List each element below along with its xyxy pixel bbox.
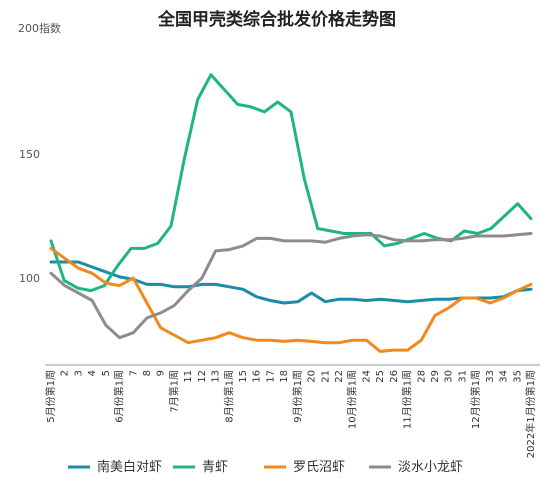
- legend-label: 淡水小龙虾: [398, 460, 463, 475]
- x-tick-label: 21: [320, 370, 331, 383]
- x-tick-label: 33: [485, 370, 496, 383]
- legend-label: 南美白对虾: [97, 459, 162, 475]
- y-ticks: 100 150: [19, 148, 40, 285]
- x-tick-label: 25: [375, 370, 386, 383]
- x-tick-label: 15: [238, 370, 249, 383]
- x-ticks: 5月份第1周 2 3 4 5 6月份第1周 7 8 9 7月第1周 11 12 13 8月份第1周 15 16…: [44, 370, 537, 458]
- x-tick-label: 31: [457, 370, 468, 383]
- x-tick-label: 26: [389, 370, 400, 383]
- y-unit-label: 200指数: [18, 21, 61, 35]
- x-tick-label: 2022年1月份第1周: [524, 370, 537, 458]
- x-tick-label: 12月份第1周: [469, 370, 482, 429]
- x-tick-label: 12: [197, 370, 208, 383]
- chart-title: 全国甲壳类综合批发价格走势图: [157, 9, 396, 30]
- x-tick-label: 28: [416, 370, 427, 383]
- x-tick-label: 5: [101, 370, 112, 376]
- x-tick-label: 8月份第1周: [222, 370, 235, 423]
- y-tick-label: 150: [19, 148, 40, 161]
- series-line-2: [49, 246, 533, 353]
- x-tick-label: 18: [279, 370, 290, 383]
- x-tick-label: 8: [142, 370, 153, 376]
- x-tick-label: 6月份第1周: [113, 370, 126, 423]
- x-tick-label: 11月份第1周: [401, 370, 414, 429]
- y-tick-label: 100: [19, 272, 40, 285]
- x-tick-label: 2: [60, 370, 71, 376]
- x-tick-label: 9月份第1周: [291, 370, 304, 423]
- legend-label: 青虾: [202, 460, 228, 475]
- x-tick-label: 10月份第1周: [346, 370, 359, 429]
- x-tick-label: 29: [430, 370, 441, 383]
- x-tick-label: 17: [265, 370, 276, 383]
- x-tick-label: 22: [334, 370, 345, 383]
- legend-label: 罗氏沼虾: [293, 460, 345, 475]
- x-tick-label: 7月第1周: [167, 370, 180, 413]
- x-tick-label: 35: [512, 370, 523, 383]
- series-line-3: [49, 232, 533, 340]
- x-tick-label: 13: [211, 370, 222, 383]
- legend: 南美白对虾 青虾 罗氏沼虾 淡水小龙虾: [68, 459, 463, 475]
- x-tick-label: 20: [307, 370, 318, 383]
- x-tick-label: 30: [444, 370, 455, 383]
- x-tick-label: 16: [252, 370, 263, 383]
- series-layer: [49, 73, 533, 353]
- x-tick-label: 5月份第1周: [44, 370, 57, 423]
- x-tick-label: 34: [499, 370, 510, 383]
- x-tick-label: 11: [183, 370, 194, 383]
- x-tick-label: 4: [87, 370, 98, 376]
- series-line-1: [49, 73, 533, 293]
- x-tick-label: 24: [361, 370, 372, 383]
- x-tick-label: 3: [73, 370, 84, 376]
- x-tick-label: 7: [128, 370, 139, 376]
- x-tick-label: 9: [156, 370, 167, 376]
